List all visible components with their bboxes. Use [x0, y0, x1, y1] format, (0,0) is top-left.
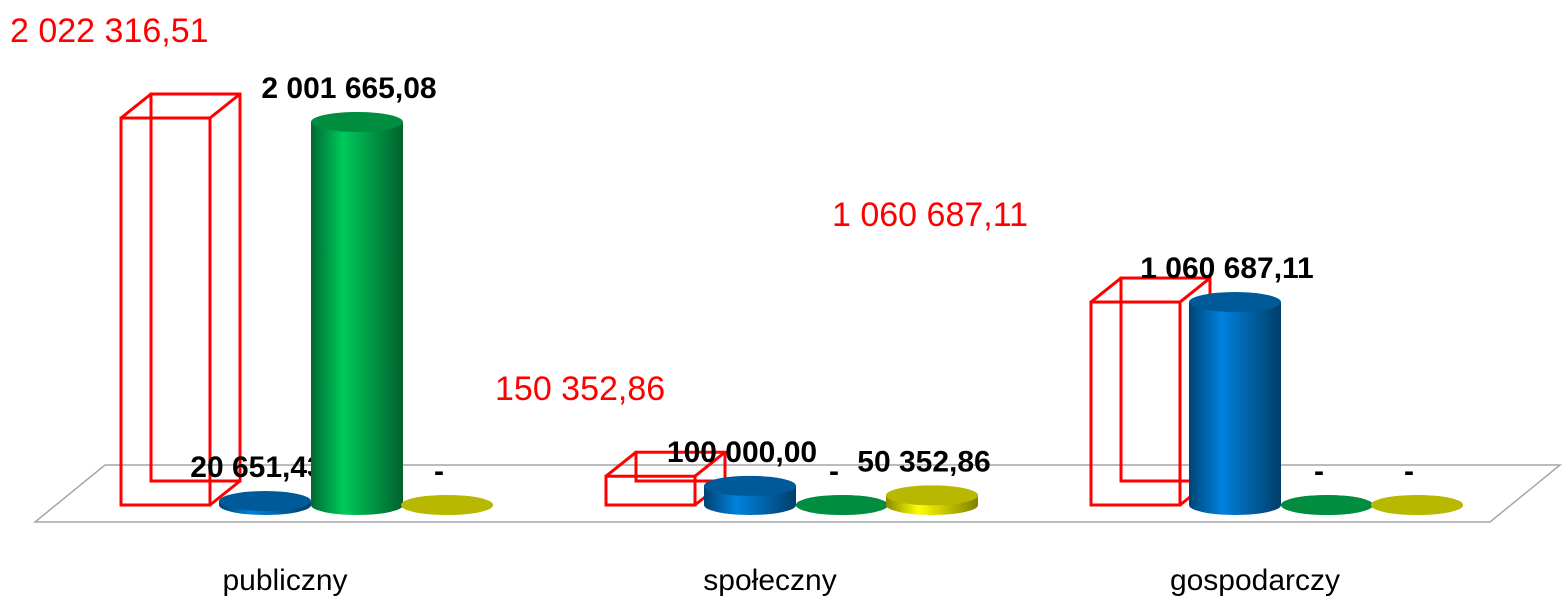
box-front [604, 474, 697, 507]
category-label: publiczny [222, 564, 347, 597]
box-back [634, 450, 727, 483]
box-front [1089, 300, 1182, 507]
cylinder-top [311, 111, 403, 132]
value-label: 100 000,00 [667, 436, 817, 469]
cylinder-bar [886, 485, 978, 515]
category-label: społeczny [703, 564, 836, 597]
value-label: 2 001 665,08 [261, 72, 436, 105]
cylinder-body [1189, 302, 1281, 505]
total-label: 2 022 316,51 [10, 12, 209, 50]
cylinder-bar [1189, 292, 1281, 515]
cylinder-top [401, 495, 493, 515]
cylinder-top [886, 485, 978, 506]
box-edge [120, 92, 152, 120]
cylinder-top [1371, 495, 1463, 515]
value-label: 50 352,86 [857, 445, 990, 478]
box-bar [119, 92, 242, 507]
cylinder-bar [1281, 495, 1373, 515]
value-label: 1 060 687,11 [1140, 252, 1314, 285]
cylinder-top [219, 491, 311, 512]
box-bar [604, 450, 727, 507]
box-edge [605, 451, 637, 478]
box-edge [1179, 276, 1211, 304]
value-label: - [1314, 455, 1324, 488]
cylinder-bar [1371, 495, 1463, 515]
box-back [149, 92, 242, 483]
box-edge [1090, 276, 1122, 304]
box-edge [209, 479, 241, 507]
total-label: 150 352,86 [495, 370, 665, 408]
value-label: - [829, 455, 839, 488]
value-label: - [434, 455, 444, 488]
box-front [119, 116, 212, 507]
cylinder-body [311, 121, 403, 505]
value-label: 20 651,43 [190, 451, 323, 484]
box-bar [1089, 276, 1212, 507]
value-label: - [1404, 455, 1414, 488]
cylinder-bar [311, 111, 403, 515]
cylinder-top [796, 495, 888, 515]
cylinder-top [704, 475, 796, 496]
cylinder-bar [704, 475, 796, 515]
cylinder-bar [219, 491, 311, 515]
cylinder-top [1281, 495, 1373, 515]
cylinder-bar [796, 495, 888, 515]
cylinder-bar [401, 495, 493, 515]
total-label: 1 060 687,11 [832, 196, 1028, 234]
box-edge [209, 92, 241, 120]
box-edge [694, 451, 726, 478]
category-label: gospodarczy [1170, 564, 1340, 597]
cylinder-top [1189, 292, 1281, 313]
